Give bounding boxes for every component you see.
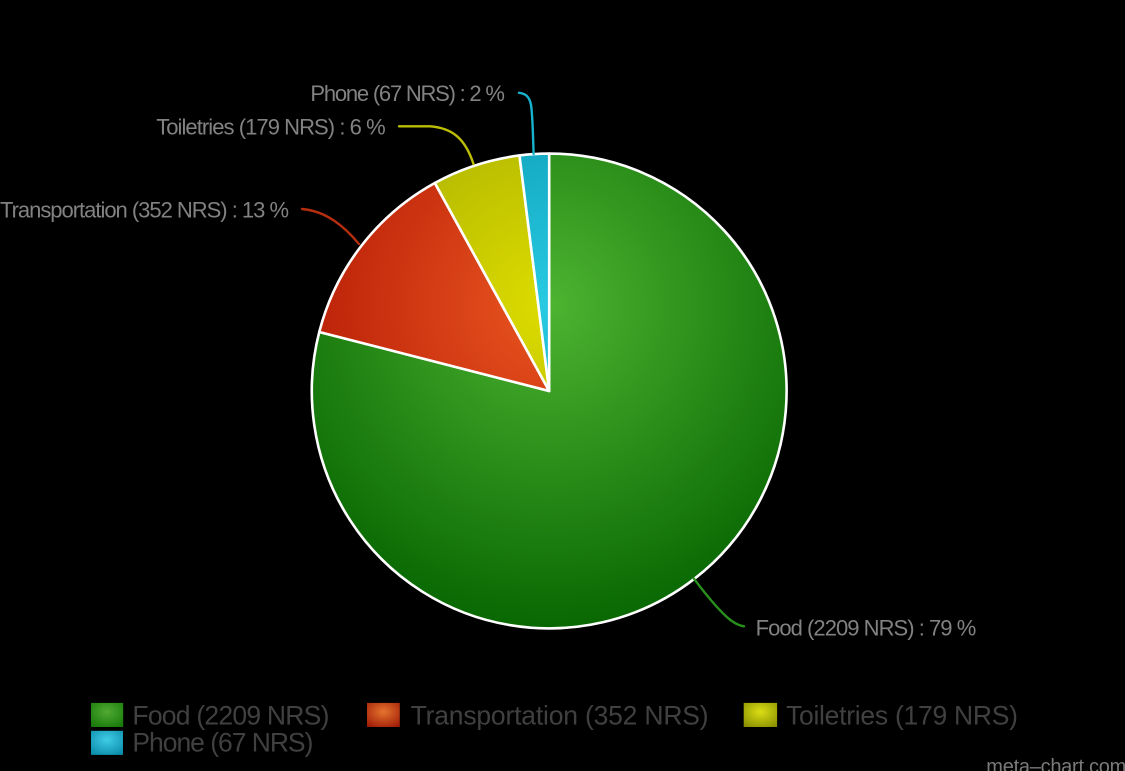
- svg-text:Food (2209 NRS): Food (2209 NRS): [132, 700, 329, 730]
- svg-text:Food (2209 NRS) : 79 %: Food (2209 NRS) : 79 %: [756, 616, 977, 641]
- svg-text:Toiletries (179 NRS) : 6 %: Toiletries (179 NRS) : 6 %: [156, 114, 386, 139]
- svg-text:Transportation (352 NRS) : 13: Transportation (352 NRS) : 13 %: [0, 197, 289, 222]
- svg-text:Phone (67 NRS): Phone (67 NRS): [132, 727, 313, 757]
- svg-text:Transportation (352 NRS): Transportation (352 NRS): [411, 700, 709, 730]
- svg-text:meta–chart.com: meta–chart.com: [986, 756, 1125, 771]
- svg-text:Phone (67 NRS) : 2 %: Phone (67 NRS) : 2 %: [310, 81, 505, 106]
- svg-text:Toiletries (179 NRS): Toiletries (179 NRS): [786, 700, 1018, 730]
